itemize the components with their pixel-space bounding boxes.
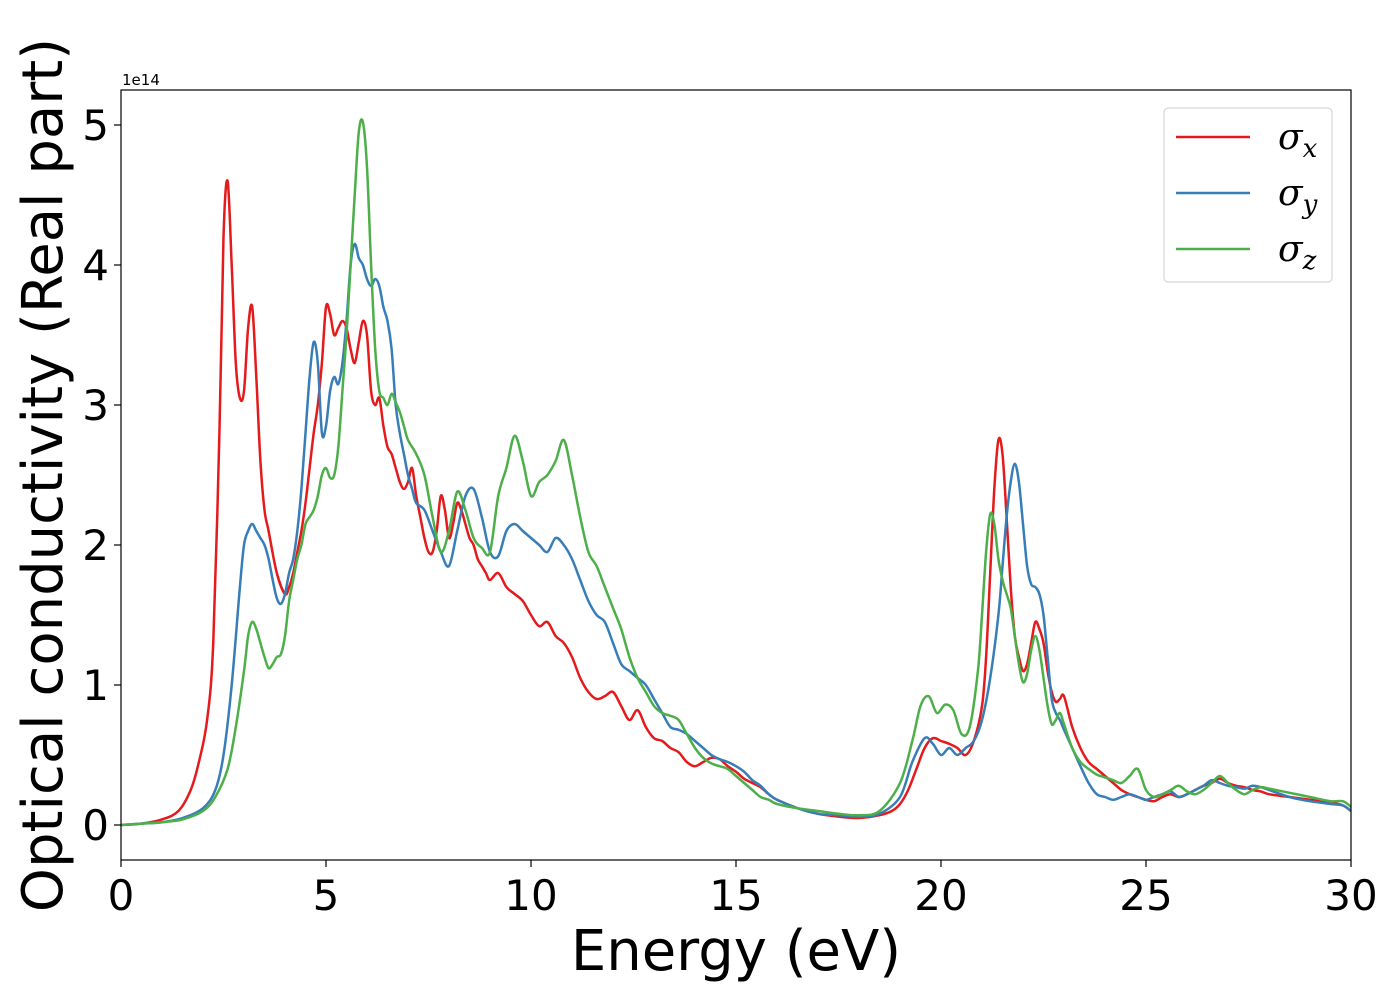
series-lines	[121, 118, 1351, 827]
y-tick-label: 5	[82, 101, 109, 150]
x-tick-label: 15	[709, 871, 762, 920]
legend: σx σy σz	[1163, 107, 1333, 283]
y-offset-label: 1e14	[122, 71, 160, 89]
y-tick-label: 2	[82, 521, 109, 570]
series-line-x	[121, 179, 1351, 827]
legend-label-z: σz	[1278, 229, 1317, 276]
legend-label-x: σx	[1278, 117, 1318, 164]
series-line-y	[121, 242, 1351, 827]
x-tick-label: 20	[914, 871, 967, 920]
y-tick-label: 1	[82, 661, 109, 710]
x-axis-title: Energy (eV)	[571, 919, 901, 984]
y-tick-label: 0	[82, 801, 109, 850]
x-tick-label: 10	[504, 871, 557, 920]
x-tick-label: 25	[1119, 871, 1172, 920]
legend-box	[1163, 107, 1333, 283]
axis-ticks: 0 5 10 15 20 25 30 0 1 2 3 4 5	[82, 101, 1377, 920]
x-tick-label: 30	[1324, 871, 1377, 920]
y-axis-title: Optical conductivity (Real part)	[11, 38, 76, 912]
y-tick-label: 4	[82, 241, 109, 290]
x-tick-label: 5	[313, 871, 340, 920]
y-tick-label: 3	[82, 381, 109, 430]
legend-label-y: σy	[1278, 173, 1318, 220]
series-line-z	[121, 118, 1351, 827]
x-tick-label: 0	[108, 871, 135, 920]
